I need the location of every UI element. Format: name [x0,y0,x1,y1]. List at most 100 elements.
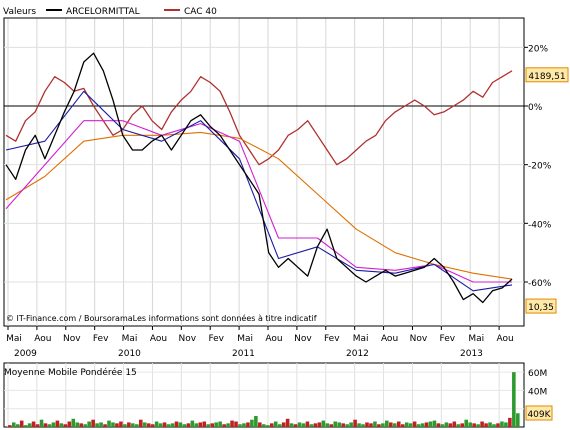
volume-bar [472,423,476,427]
volume-bar [103,424,107,427]
series-moyenne-mobile-courte [5,90,513,292]
y-tick-label: -40% [528,220,552,230]
volume-bar [39,419,44,427]
volume-bar [468,422,472,427]
x-month-label: Fev [440,334,456,344]
volume-bar [190,420,195,427]
x-month-label: Nov [63,334,81,344]
volume-bar [51,422,56,427]
volume-bar [75,422,80,427]
volume-bar [170,423,175,427]
volume-bar [59,423,64,427]
volume-ticks: 60M40M20M409K [525,369,553,421]
volume-bar [23,425,28,427]
volume-bar [424,422,429,427]
volume-bar [504,422,508,427]
x-year-label: 2013 [460,349,483,359]
volume-bar [492,424,496,427]
series-layer [5,52,513,304]
volume-bar [317,422,322,427]
volume-bar [202,421,207,427]
legend-prefix: Valeurs [3,7,36,17]
volume-bars [8,372,520,427]
series-cac-40 [5,70,513,166]
year-labels: 2009 2010 2011 2012 2013 [14,349,483,359]
volume-bar [265,425,270,427]
cac-last-value: 4189,51 [528,72,565,82]
volume-bar [309,424,314,427]
volume-bar [333,421,338,427]
volume-bar [31,421,36,427]
legend-entry: CAC 40 [184,7,217,17]
x-month-label: Aou [497,334,514,344]
volume-bar [87,421,91,427]
volume-tick-label: 60M [528,369,547,379]
x-month-label: Aou [381,334,398,344]
volume-bar [127,422,131,427]
volume-bar [242,423,246,427]
volume-bar [79,423,84,427]
volume-bar [258,422,262,427]
volume-bar [436,423,441,427]
y-tick-label: 0% [528,103,543,113]
volume-bar [234,421,238,427]
volume-bar [412,421,417,427]
x-year-label: 2012 [346,349,369,359]
y-axis-ticks: 20% 0% -20% -40% -60% [524,44,552,289]
volume-bar [206,424,211,427]
am-last-badge [525,298,557,314]
volume-bar [337,422,341,427]
volume-bar [174,421,179,427]
plot-area [3,17,525,327]
volume-bar [246,422,250,427]
volume-bar [293,424,298,427]
volume-bar [269,423,274,427]
volume-bar [226,423,230,427]
volume-bar [230,420,234,427]
volume-bar [369,423,373,427]
volume-bar [305,421,310,427]
volume-last-value: 409K [527,410,551,420]
volume-bar [480,421,484,427]
volume-bar [95,423,99,427]
volume-bar [182,424,187,427]
volume-bar [150,424,155,427]
volume-bar [361,424,365,427]
volume-bar [500,421,504,427]
volume-bar [273,421,278,427]
x-axis-ticks: Mai Aou Nov Fev Mai Aou Nov Fev Mai Aou Nov Fev Mai A… [6,326,514,344]
volume-bar [377,424,381,427]
volume-bar [464,419,468,427]
volume-bar [115,423,119,427]
volume-bar [71,418,76,427]
volume-bar [416,424,421,427]
x-month-label: Mai [122,334,138,344]
volume-bar [15,424,20,427]
x-month-label: Nov [294,334,312,344]
volume-bar [218,421,222,427]
volume-bar [396,421,401,427]
credit-text: © IT-Finance.com / BoursoramaLes informa… [6,313,317,323]
y-tick-label: -60% [528,279,552,289]
volume-title: Moyenne Mobile Pondérée 15 [4,367,137,378]
volume-bar [460,423,465,427]
volume-bar [262,424,266,427]
volume-bar [281,422,286,427]
main-plot-frame [3,17,525,327]
volume-bar [321,420,326,427]
volume-bar [516,413,520,427]
volume-bar [55,420,60,427]
volume-bar [250,419,254,427]
volume-bar [119,421,123,427]
volume-bar [373,421,377,427]
volume-bar [166,424,171,427]
volume-bar [158,423,163,427]
volume-bar [210,423,214,427]
volume-bar [289,423,294,427]
volume-bar [508,417,512,427]
x-month-label: Fev [208,334,224,344]
volume-tick-label: 40M [528,387,547,397]
x-year-label: 2009 [14,349,37,359]
volume-bar [484,423,488,427]
